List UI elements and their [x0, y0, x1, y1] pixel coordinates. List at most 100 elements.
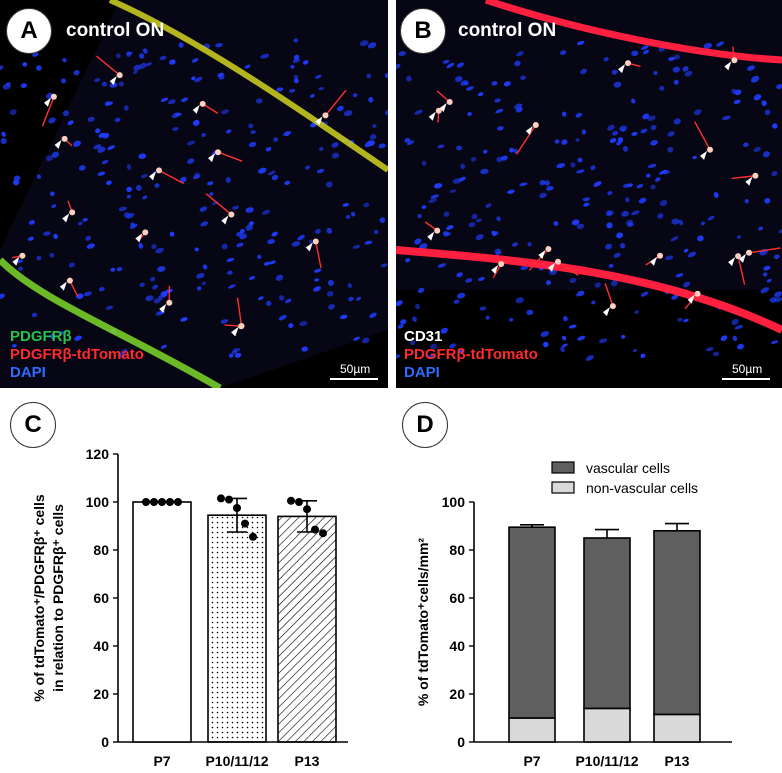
- nucleus: [556, 163, 566, 169]
- nucleus: [155, 310, 165, 316]
- nucleus: [368, 96, 374, 103]
- nucleus: [546, 186, 554, 191]
- nucleus: [94, 78, 101, 83]
- nucleus: [650, 124, 657, 131]
- nucleus: [576, 169, 585, 174]
- nucleus: [405, 258, 411, 263]
- data-point: [311, 525, 319, 534]
- nucleus: [125, 51, 132, 57]
- nucleus: [577, 335, 586, 341]
- nucleus: [36, 174, 42, 180]
- nucleus: [456, 145, 463, 151]
- nucleus: [640, 353, 646, 359]
- arrowhead-marker: [109, 76, 117, 86]
- pericyte-process: [41, 96, 55, 127]
- arrowhead-marker: [700, 150, 708, 160]
- nucleus: [347, 283, 352, 289]
- nucleus: [539, 179, 546, 186]
- nucleus: [168, 99, 176, 105]
- arrowhead-marker: [159, 303, 167, 313]
- nucleus: [186, 140, 196, 146]
- nucleus: [664, 255, 674, 261]
- nucleus: [257, 254, 262, 260]
- arrowhead-marker: [135, 233, 143, 243]
- nucleus: [703, 42, 712, 49]
- vessel-upper: [484, 0, 782, 64]
- nucleus: [625, 197, 630, 203]
- nucleus: [226, 257, 235, 262]
- nucleus: [140, 174, 148, 179]
- nucleus: [48, 117, 56, 124]
- nucleus: [414, 109, 423, 115]
- data-point: [287, 496, 295, 505]
- nucleus: [74, 335, 82, 341]
- nucleus: [526, 309, 534, 316]
- nucleus: [631, 98, 636, 104]
- nucleus: [414, 303, 421, 310]
- nucleus: [260, 53, 270, 59]
- y-tick-label: 0: [101, 734, 109, 750]
- nucleus: [20, 83, 27, 88]
- arrowhead-marker: [192, 104, 200, 114]
- nucleus: [776, 84, 782, 90]
- pericyte-process: [324, 89, 347, 116]
- panel-b-scale-label: 50µm: [732, 362, 763, 376]
- nucleus: [313, 268, 322, 273]
- nucleus: [581, 129, 587, 135]
- nucleus: [257, 296, 264, 301]
- stack-vascular-cells-P7: [508, 526, 556, 719]
- nucleus: [483, 149, 488, 154]
- nucleus: [118, 81, 124, 87]
- nucleus: [674, 54, 680, 60]
- nucleus: [433, 183, 443, 189]
- nucleus: [580, 68, 587, 75]
- nucleus: [231, 350, 238, 355]
- panel-a-scale-bar: [330, 378, 378, 380]
- nucleus: [404, 137, 411, 143]
- nucleus: [62, 110, 70, 117]
- nucleus: [225, 177, 231, 183]
- nucleus: [478, 276, 485, 282]
- nucleus: [460, 80, 469, 86]
- nucleus: [138, 153, 147, 159]
- panel-label-c: C: [10, 402, 56, 448]
- nucleus: [627, 222, 634, 227]
- nucleus: [671, 294, 679, 300]
- pericyte-soma: [434, 227, 441, 234]
- nucleus: [514, 60, 521, 67]
- data-point: [150, 498, 158, 506]
- pericyte-soma: [116, 72, 123, 79]
- nucleus: [248, 141, 257, 148]
- y-axis-label: % of tdTomato⁺cells/mm²: [415, 538, 431, 706]
- arrowhead-marker: [491, 264, 499, 274]
- nucleus: [636, 184, 644, 189]
- nucleus: [594, 282, 601, 288]
- nucleus: [496, 216, 501, 222]
- nucleus: [762, 272, 768, 277]
- pericyte-soma: [731, 57, 738, 64]
- nucleus: [712, 351, 720, 357]
- nucleus: [126, 164, 132, 170]
- nucleus: [256, 98, 263, 104]
- nucleus: [667, 146, 674, 153]
- nucleus: [98, 132, 105, 137]
- micrograph-a-canvas: [0, 0, 388, 388]
- nucleus: [509, 317, 514, 322]
- chart-d: 0 20 40 60 80 100 % of tdTomato⁺cells/mm² P7 P10…: [415, 460, 732, 769]
- nucleus: [22, 62, 28, 67]
- nucleus: [456, 272, 463, 278]
- nucleus: [86, 243, 96, 249]
- nucleus: [228, 284, 236, 289]
- nucleus: [442, 59, 450, 64]
- nucleus: [737, 343, 744, 350]
- nucleus: [612, 130, 619, 136]
- y-tick-label: 20: [93, 686, 109, 702]
- nucleus: [603, 57, 609, 62]
- nucleus: [632, 348, 637, 353]
- nucleus: [621, 334, 626, 339]
- nucleus: [314, 278, 320, 282]
- y-tick-label: 20: [449, 686, 465, 702]
- nucleus: [734, 324, 744, 330]
- y-tick-label: 40: [449, 638, 465, 654]
- y-tick-label: 120: [86, 446, 110, 462]
